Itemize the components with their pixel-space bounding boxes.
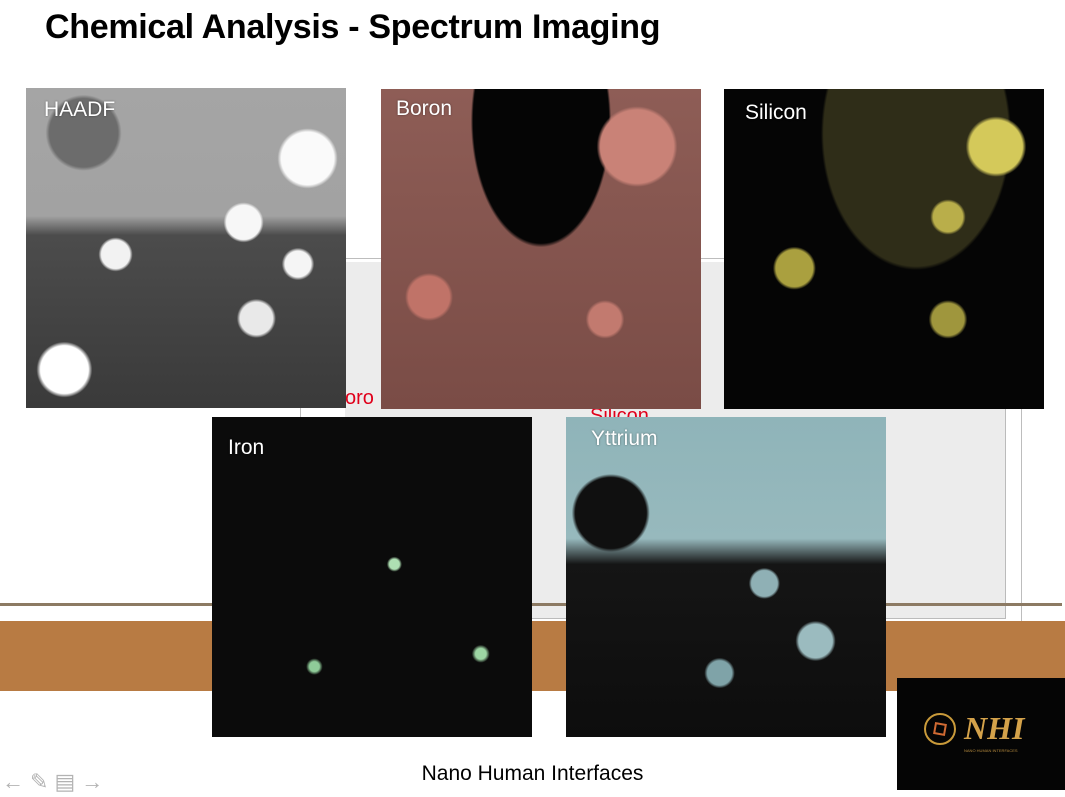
- haadf-label: HAADF: [44, 98, 116, 121]
- haadf-map-image: HAADF: [26, 88, 346, 408]
- boron-label: Boron: [396, 97, 453, 120]
- iron-map-image: Iron: [212, 417, 532, 737]
- spectrum-label-boron: oro: [345, 387, 374, 409]
- boron-map-image: Boron: [381, 89, 701, 409]
- footer-accent-band: [0, 621, 1065, 691]
- nhi-logo: NHI NANO HUMAN INTERFACES: [897, 678, 1065, 790]
- yttrium-map-image: Yttrium: [566, 417, 886, 737]
- slide-navigation: ← ✎ ▤ →: [2, 769, 127, 795]
- slide-menu-icon[interactable]: ▤: [54, 769, 76, 794]
- nhi-logo-subtext: NANO HUMAN INTERFACES: [964, 748, 1018, 753]
- slide-title: Chemical Analysis - Spectrum Imaging: [45, 8, 661, 46]
- silicon-label: Silicon: [745, 101, 807, 124]
- pen-icon[interactable]: ✎: [30, 769, 49, 794]
- silicon-map-image: Silicon: [724, 89, 1044, 409]
- nhi-logo-emblem-icon: [924, 713, 956, 745]
- next-slide-icon[interactable]: →: [81, 769, 104, 794]
- nhi-logo-text: NHI: [964, 710, 1025, 746]
- slide-footer: Nano Human Interfaces: [421, 762, 644, 785]
- yttrium-label: Yttrium: [591, 427, 658, 450]
- previous-slide-icon[interactable]: ←: [2, 769, 24, 794]
- iron-label: Iron: [228, 436, 265, 459]
